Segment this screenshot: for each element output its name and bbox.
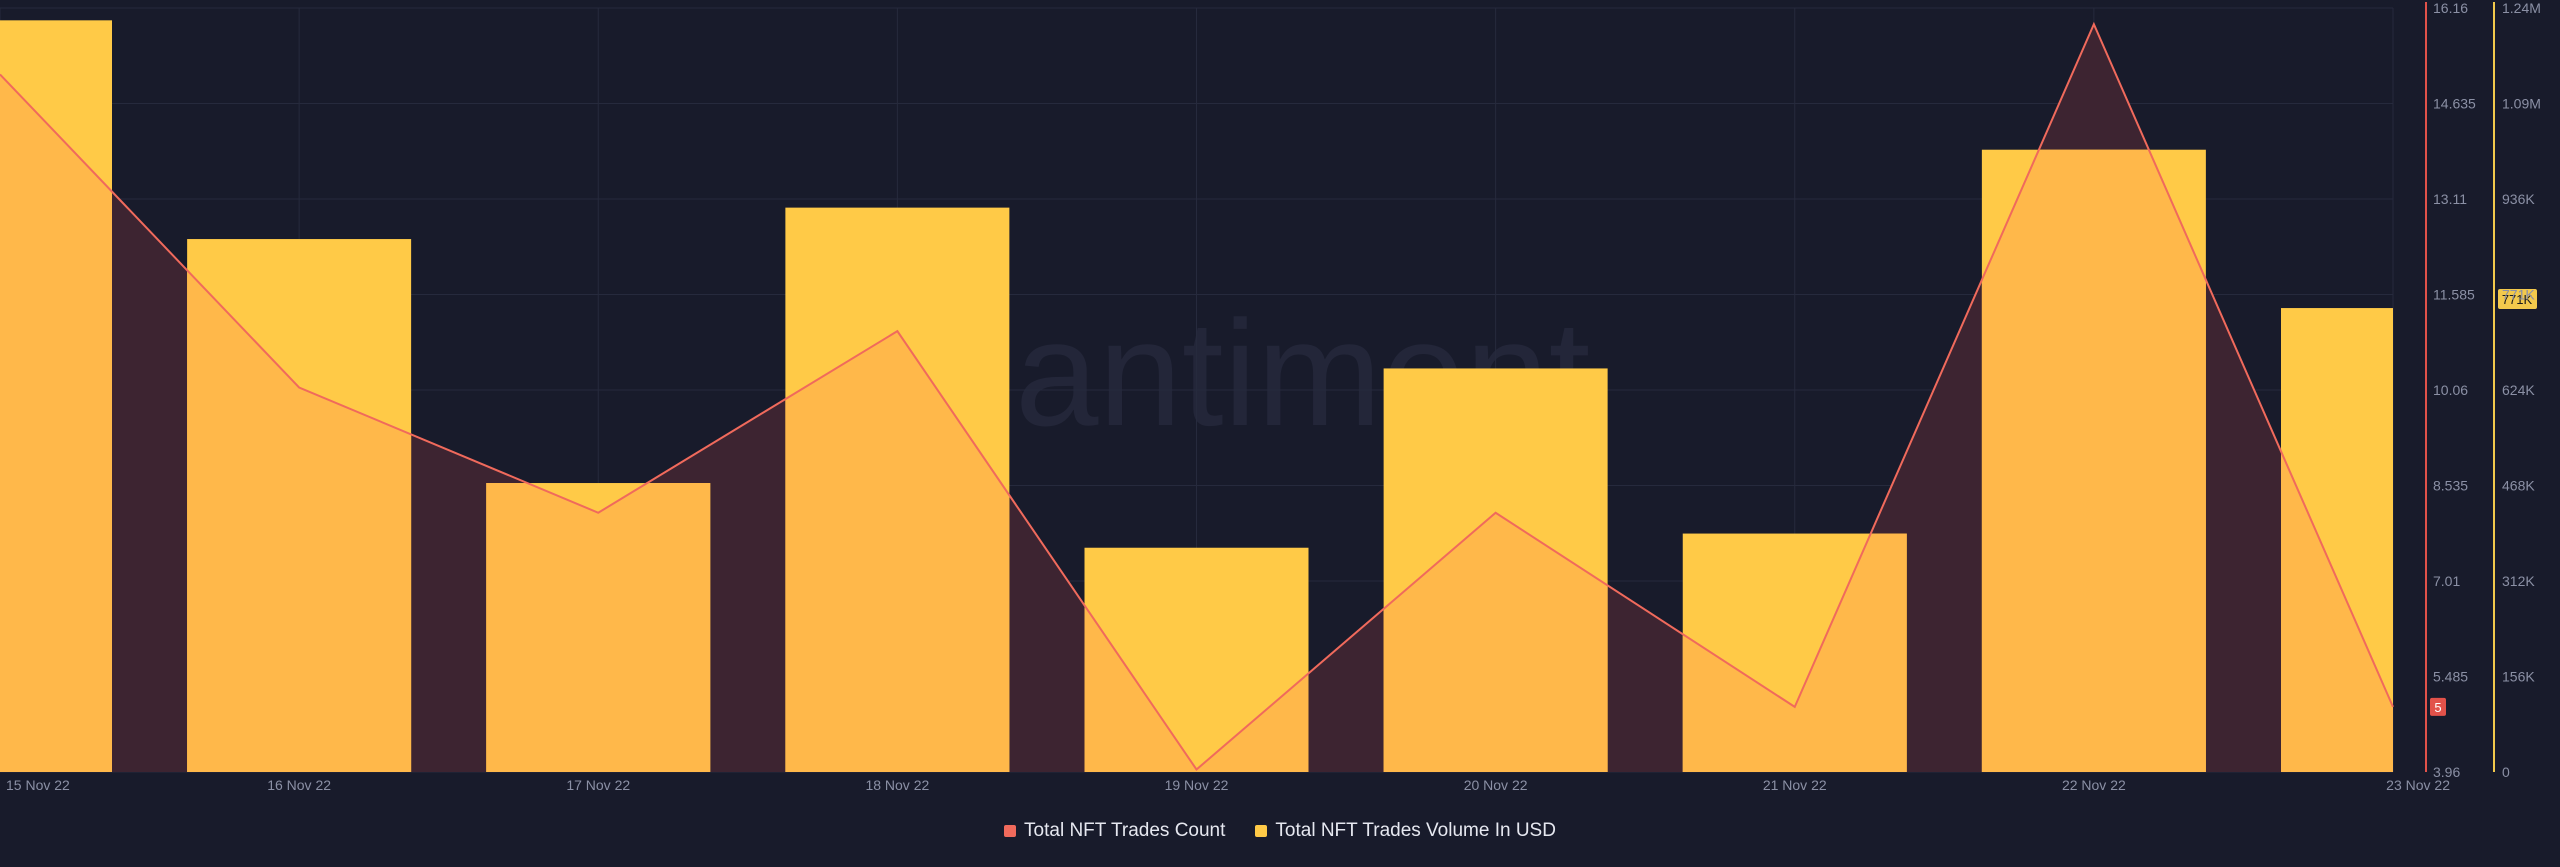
- legend-item-volume[interactable]: Total NFT Trades Volume In USD: [1255, 820, 1556, 842]
- x-tick-label: 22 Nov 22: [2062, 777, 2126, 793]
- count-tick-label: 14.635: [2433, 96, 2476, 112]
- volume-tick-label: 468K: [2502, 478, 2535, 494]
- count-line[interactable]: [0, 21, 2394, 771]
- axes-layer: 5 771K: [2425, 2, 2537, 772]
- volume-axis-ticks: 1.24M 1.09M 936K 771K 624K 468K 312K 156K 0: [2502, 0, 2541, 780]
- volume-tick-label: 1.24M: [2502, 0, 2541, 16]
- count-tick-label: 16.16: [2433, 0, 2468, 16]
- count-line-layer: [0, 21, 2394, 771]
- count-current-badge: [2430, 697, 2446, 716]
- x-tick-label: 17 Nov 22: [566, 777, 630, 793]
- legend-label-volume: Total NFT Trades Volume In USD: [1275, 820, 1556, 841]
- count-axis-ticks: 16.16 14.635 13.11 11.585 10.06 8.535 7.01 5.48…: [2433, 0, 2476, 780]
- count-tick-label: 5.485: [2433, 669, 2468, 685]
- volume-tick-label: 156K: [2502, 669, 2535, 685]
- count-current-badge-label: 5: [2434, 700, 2441, 715]
- x-tick-label: 23 Nov 22: [2386, 777, 2450, 793]
- x-tick-label: 21 Nov 22: [1763, 777, 1827, 793]
- volume-tick-label: 1.09M: [2502, 96, 2541, 112]
- x-axis-ticks: 15 Nov 22 16 Nov 22 17 Nov 22 18 Nov 22 19 N…: [6, 777, 2450, 793]
- volume-tick-label: 771K: [2502, 287, 2535, 303]
- volume-tick-label: 0: [2502, 764, 2510, 780]
- volume-bar-shaded: [1981, 149, 2206, 772]
- legend-item-count[interactable]: Total NFT Trades Count: [1004, 820, 1225, 842]
- volume-tick-label: 624K: [2502, 382, 2535, 398]
- count-tick-label: 3.96: [2433, 764, 2460, 780]
- volume-current-badge-label: 771K: [2502, 292, 2533, 307]
- volume-tick-label: 312K: [2502, 573, 2535, 589]
- volume-bar-shaded: [486, 483, 711, 772]
- count-tick-label: 13.11: [2433, 191, 2467, 207]
- legend-label-count: Total NFT Trades Count: [1024, 820, 1226, 841]
- x-tick-label: 16 Nov 22: [267, 777, 331, 793]
- x-tick-label: 19 Nov 22: [1165, 777, 1229, 793]
- x-tick-label: 20 Nov 22: [1464, 777, 1528, 793]
- count-tick-label: 8.535: [2433, 478, 2468, 494]
- legend-swatch-count: [1004, 825, 1017, 837]
- legend-swatch-volume: [1255, 825, 1268, 837]
- x-tick-label: 15 Nov 22: [6, 777, 70, 793]
- x-tick-label: 18 Nov 22: [865, 777, 929, 793]
- legend: Total NFT Trades Count Total NFT Trades …: [0, 820, 2560, 842]
- count-tick-label: 7.01: [2433, 573, 2460, 589]
- count-tick-label: 11.585: [2433, 287, 2475, 303]
- volume-bars: [0, 20, 2393, 773]
- volume-current-badge: [2498, 289, 2537, 309]
- volume-tick-label: 936K: [2502, 191, 2535, 207]
- count-tick-label: 10.06: [2433, 382, 2468, 398]
